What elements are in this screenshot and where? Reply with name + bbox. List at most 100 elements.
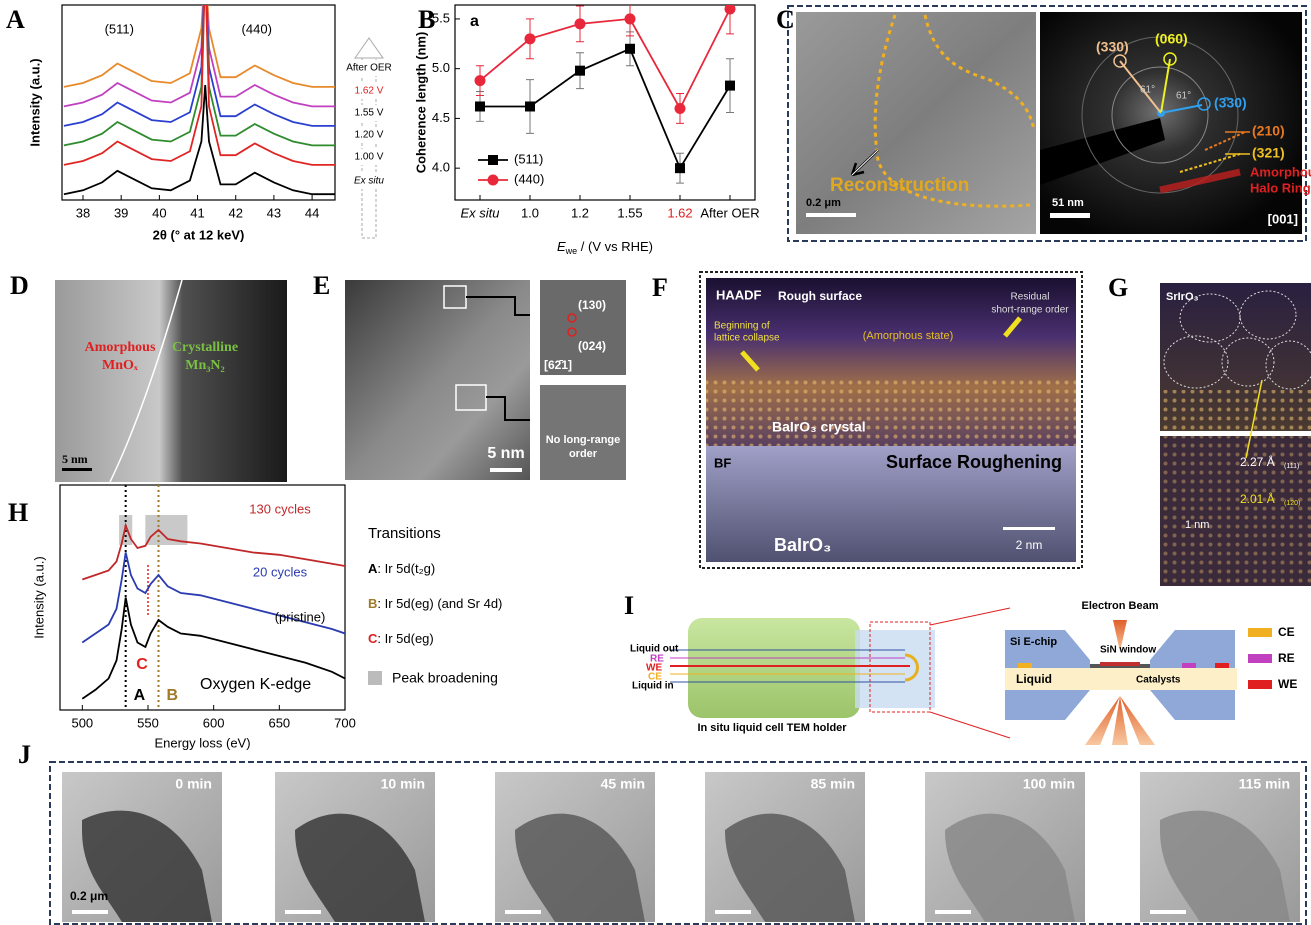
lattice	[706, 380, 1076, 446]
marker	[575, 18, 586, 29]
marker	[575, 66, 585, 76]
annotation: (511)	[105, 21, 134, 36]
label: (330)	[1096, 39, 1129, 55]
scale-label: 0.2 μm	[70, 889, 108, 903]
marker	[625, 44, 635, 54]
lattice	[1160, 390, 1311, 430]
marker-label: C	[136, 656, 148, 673]
label: 61°	[1176, 91, 1191, 102]
label: (321)	[1252, 145, 1285, 161]
label: (060)	[1155, 31, 1188, 47]
scale-label: 0.2 μm	[806, 197, 841, 209]
legend-title: Transitions	[368, 525, 441, 542]
label: CE	[1278, 625, 1295, 639]
x-tick-label: 500	[71, 715, 93, 730]
lattice	[1160, 436, 1311, 586]
label: lattice collapse	[714, 333, 780, 344]
x-tick-label: 600	[203, 715, 225, 730]
fft-image	[540, 385, 626, 480]
x-axis-title: Ewe / (V vs RHE)	[557, 239, 653, 256]
error-bar	[525, 80, 535, 134]
legend-text: : Ir 5d(eg) (and Sr 4d)	[377, 596, 502, 611]
x-tick-label: 44	[305, 205, 319, 220]
scale-bar	[715, 910, 751, 914]
label: Rough surface	[778, 289, 862, 303]
label: (120)	[1284, 500, 1300, 507]
scale-bar	[505, 910, 541, 914]
label: 2.01 Å	[1240, 491, 1275, 506]
scale-bar	[1050, 213, 1090, 218]
panel-letter: C	[776, 5, 795, 34]
time-label: 45 min	[601, 776, 645, 792]
panel-letter: G	[1108, 273, 1128, 302]
x-tick-label: 41	[190, 205, 204, 220]
label: BaIrO₃ crystal	[772, 419, 866, 435]
legend-label: 1.20 V	[355, 130, 384, 141]
label: BaIrO₃	[774, 535, 831, 555]
marker	[675, 163, 685, 173]
scale-bar	[935, 910, 971, 914]
label: Reconstruction	[830, 175, 969, 196]
error-bar	[725, 59, 735, 113]
label: Halo Ring	[1250, 180, 1311, 195]
series-line	[480, 9, 730, 109]
panel-letter: J	[18, 740, 31, 769]
time-label: 0 min	[175, 776, 212, 792]
scale-bar	[62, 468, 92, 471]
time-series: 0 min10 min45 min85 min100 min115 min	[62, 772, 1300, 922]
label: WE	[1278, 677, 1297, 691]
legend-marker	[488, 175, 499, 186]
x-tick-label: 38	[76, 205, 90, 220]
legend-key: B	[368, 596, 377, 611]
scale-bar	[490, 468, 522, 472]
label: SiN window	[1100, 645, 1156, 656]
legend-label: (511)	[514, 151, 543, 166]
x-tick-label: 700	[334, 715, 356, 730]
y-tick-label: 4.5	[432, 110, 450, 125]
panel-letter: F	[652, 273, 668, 302]
label: (210)	[1252, 123, 1285, 139]
marker	[675, 103, 686, 114]
x-tick-label: 550	[137, 715, 159, 730]
label: Residual	[1011, 292, 1050, 303]
legend-item: C: Ir 5d(eg)	[368, 631, 434, 646]
panel-frame	[50, 762, 1306, 924]
label: (111)	[1284, 463, 1299, 470]
label: Electron Beam	[1081, 600, 1158, 612]
label: Crystalline	[172, 340, 238, 355]
legend-item: B: Ir 5d(eg) (and Sr 4d)	[368, 596, 502, 611]
legend-text: : Ir 5d(eg)	[377, 631, 433, 646]
x-tick-label: 43	[267, 205, 281, 220]
label: In situ liquid cell TEM holder	[697, 722, 847, 734]
scale-bar	[1150, 910, 1186, 914]
marker	[475, 75, 486, 86]
legend-label: 1.55 V	[355, 108, 384, 119]
label: Beginning of	[714, 321, 770, 332]
y-axis-title: Coherence length (nm)	[413, 32, 428, 174]
marker	[725, 81, 735, 91]
page: A B C D E F G H I J Reconstruction 0.2 μ…	[0, 0, 1311, 925]
legend-item: Peak broadening	[392, 670, 498, 686]
scale-bar	[72, 910, 108, 914]
legend-label: Ex situ	[354, 176, 384, 187]
x-tick-label: Ex situ	[460, 205, 499, 220]
label: RE	[1278, 651, 1295, 665]
panel-letter: E	[313, 271, 330, 300]
legend-swatch	[368, 671, 382, 685]
series-line	[480, 49, 730, 168]
marker	[475, 101, 485, 111]
error-bar	[575, 6, 586, 42]
legend-label: (440)	[514, 171, 544, 186]
marker	[625, 13, 636, 24]
series-line	[64, 0, 335, 126]
label: short-range order	[991, 305, 1069, 316]
series-label: 130 cycles	[249, 501, 311, 516]
error-bar	[625, 2, 636, 36]
label: HAADF	[716, 287, 762, 302]
marker	[525, 33, 536, 44]
legend-label: After OER	[346, 63, 392, 74]
x-tick-label: 650	[268, 715, 290, 730]
label: 61°	[1140, 85, 1155, 96]
legend-label: 1.62 V	[355, 86, 384, 97]
time-label: 85 min	[811, 776, 855, 792]
